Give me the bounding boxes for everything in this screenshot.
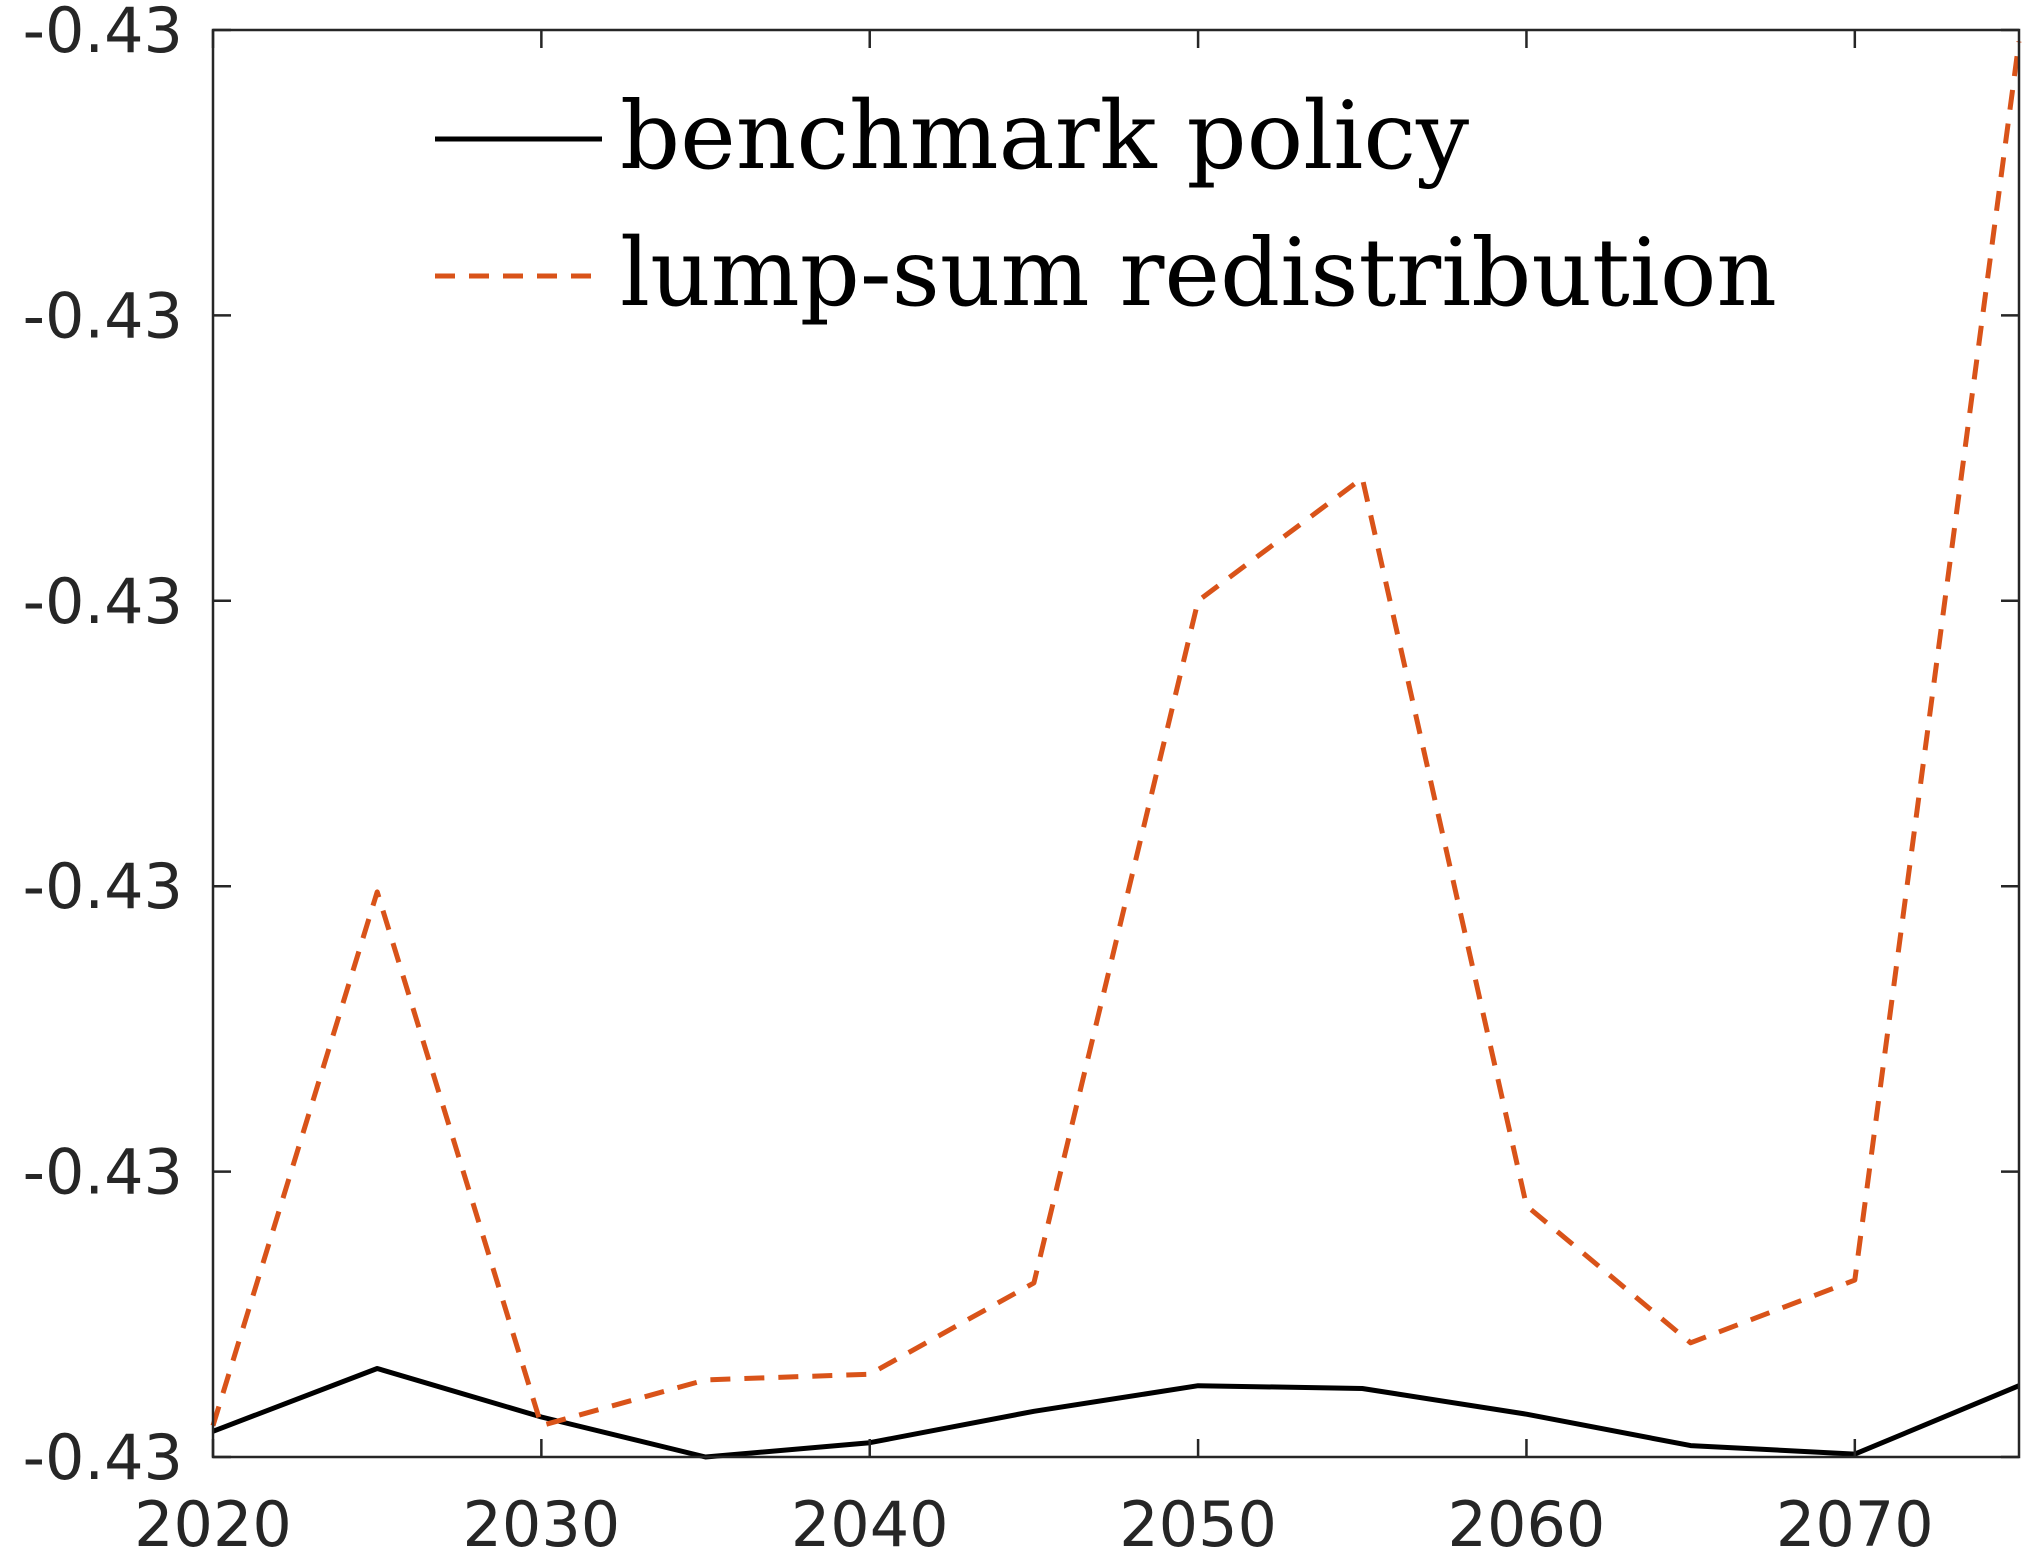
x-tick-labels: 2020 2030 2040 2050 2060 2070 [134, 1488, 1934, 1554]
series-line-benchmark-policy [212, 1366, 2020, 1460]
x-tick-label: 2040 [791, 1488, 949, 1554]
y-tick-label: -0.43 [23, 1421, 183, 1494]
y-tick-label: -0.43 [23, 850, 183, 923]
x-tick-label: 2020 [134, 1488, 292, 1554]
x-tick-label: 2050 [1119, 1488, 1277, 1554]
y-tick-label: -0.43 [23, 565, 183, 638]
y-tick-label: -0.43 [23, 0, 183, 67]
y-tick-label: -0.43 [23, 279, 183, 352]
x-tick-label: 2030 [462, 1488, 620, 1554]
series-layer [210, 41, 2022, 1460]
legend: benchmark policy lump-sum redistribution [435, 82, 1777, 328]
plot-area [213, 30, 2019, 1457]
plot-frame [211, 28, 2021, 1459]
x-tick-label: 2070 [1776, 1488, 1934, 1554]
legend-label-lump-sum-redistribution: lump-sum redistribution [620, 219, 1777, 328]
legend-label-benchmark-policy: benchmark policy [620, 82, 1469, 191]
y-tick-label: -0.43 [23, 1136, 183, 1209]
series-line-lump-sum-redistribution [210, 41, 2022, 1429]
x-tick-label: 2060 [1448, 1488, 1606, 1554]
y-tick-labels: -0.43 -0.43 -0.43 -0.43 -0.43 -0.43 [23, 0, 183, 1494]
